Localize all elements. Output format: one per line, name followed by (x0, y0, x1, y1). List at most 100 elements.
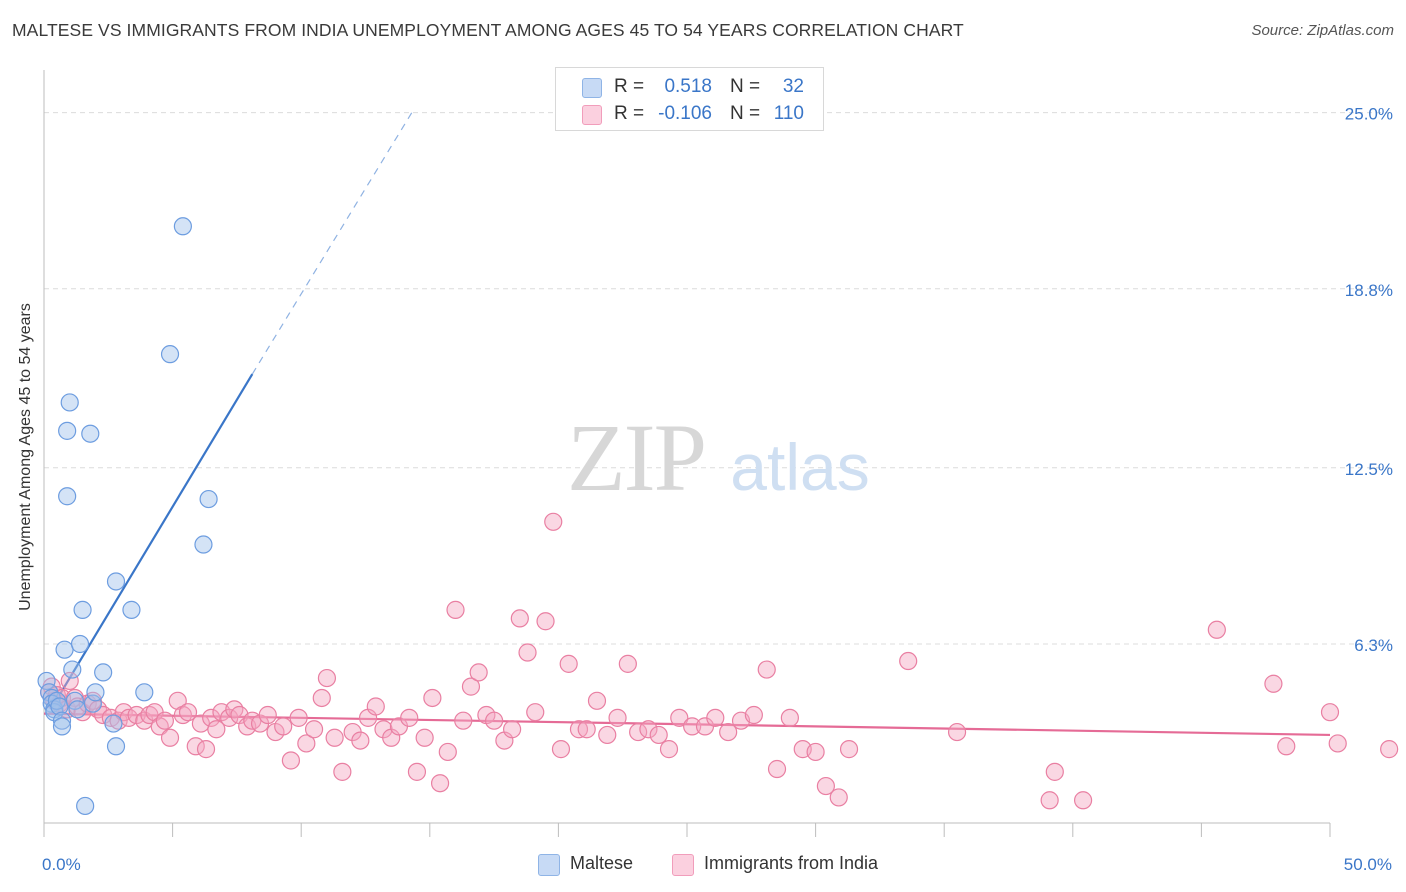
data-point (683, 717, 702, 736)
data-point (485, 711, 504, 730)
tick-labels: 6.3% 12.5% 18.8% 25.0% 0.0% 50.0% (42, 105, 1393, 874)
data-point (829, 788, 848, 807)
data-point (839, 740, 859, 759)
data-point (757, 660, 776, 679)
data-point (122, 600, 141, 619)
data-point (1040, 791, 1059, 810)
data-point (202, 708, 221, 727)
data-point (60, 671, 79, 691)
data-point (1073, 791, 1093, 810)
data-point (73, 600, 92, 619)
stats-row-india: R = -0.106 N = 110 (556, 101, 823, 127)
data-point (70, 634, 90, 654)
data-point (351, 731, 370, 750)
data-point (60, 393, 79, 412)
stats-box: R = 0.518 N = 32 R = -0.106 N = 110 (555, 67, 824, 131)
data-point (780, 708, 799, 727)
data-point (274, 717, 293, 736)
data-point (618, 654, 637, 673)
data-point (194, 535, 213, 554)
data-point (659, 740, 679, 759)
data-point (526, 703, 545, 722)
data-point (106, 737, 126, 756)
india-points (40, 512, 1399, 810)
data-point (1328, 734, 1347, 753)
data-point (469, 663, 488, 682)
data-point (207, 720, 226, 739)
data-point (629, 722, 648, 742)
data-point (587, 691, 607, 710)
watermark-zip: ZIP (567, 404, 705, 511)
data-point (1207, 620, 1226, 639)
y-tick-label: 12.5% (1345, 460, 1393, 479)
data-point (577, 720, 596, 739)
data-point (83, 694, 102, 713)
data-point (333, 762, 352, 781)
watermark: ZIP atlas (567, 404, 870, 511)
maltese-trend-line (53, 373, 254, 705)
data-point (150, 717, 169, 736)
data-point (510, 609, 529, 628)
r-value: 0.518 (664, 76, 712, 97)
stats-row-maltese: R = 0.518 N = 32 (556, 74, 823, 100)
data-point (608, 708, 627, 727)
data-point (37, 671, 56, 691)
data-point (423, 688, 442, 708)
data-point (58, 421, 77, 440)
data-point (52, 717, 72, 736)
data-point (400, 708, 419, 727)
chart-title: MALTESE VS IMMIGRANTS FROM INDIA UNEMPLO… (12, 20, 964, 40)
data-point (407, 762, 427, 781)
n-value: 32 (782, 76, 804, 97)
n-value: 110 (773, 103, 804, 124)
data-point (806, 742, 825, 762)
data-point (706, 708, 725, 727)
data-point (186, 737, 205, 756)
data-point (415, 728, 434, 747)
data-point (281, 751, 301, 770)
data-point (536, 612, 555, 631)
maltese-trend-extension (251, 112, 413, 375)
data-point (94, 663, 113, 682)
data-point (104, 714, 123, 733)
r-label: R = (614, 103, 645, 124)
data-point (76, 796, 95, 816)
data-point (312, 688, 331, 708)
r-value: -0.106 (658, 103, 712, 124)
y-tick-label: 6.3% (1354, 636, 1393, 655)
data-point (304, 720, 324, 739)
data-point (438, 742, 457, 762)
data-point (81, 424, 100, 443)
data-point (225, 700, 244, 719)
data-point (1264, 674, 1283, 693)
data-point (559, 654, 578, 673)
maltese-swatch (582, 78, 602, 98)
data-point (325, 728, 344, 747)
data-point (947, 722, 967, 742)
data-point (297, 734, 316, 753)
data-point (816, 776, 835, 796)
data-point (1380, 740, 1399, 759)
data-point (168, 691, 187, 710)
data-point (258, 705, 277, 725)
y-tick-label: 25.0% (1345, 105, 1393, 124)
data-point (1277, 737, 1296, 756)
data-point (649, 725, 668, 745)
data-point (454, 711, 473, 730)
data-point (569, 720, 589, 739)
data-point (670, 708, 689, 727)
data-point (518, 643, 537, 662)
data-point (199, 489, 218, 509)
india-trend-line (43, 712, 1331, 737)
data-point (744, 705, 763, 725)
data-point (160, 728, 180, 747)
data-point (317, 668, 337, 688)
source-label: Source: ZipAtlas.com (1251, 22, 1394, 39)
r-label: R = (614, 76, 645, 97)
data-point (58, 487, 77, 506)
data-point (598, 725, 617, 745)
data-point (86, 683, 105, 702)
data-point (1045, 762, 1064, 781)
data-point (196, 740, 216, 759)
